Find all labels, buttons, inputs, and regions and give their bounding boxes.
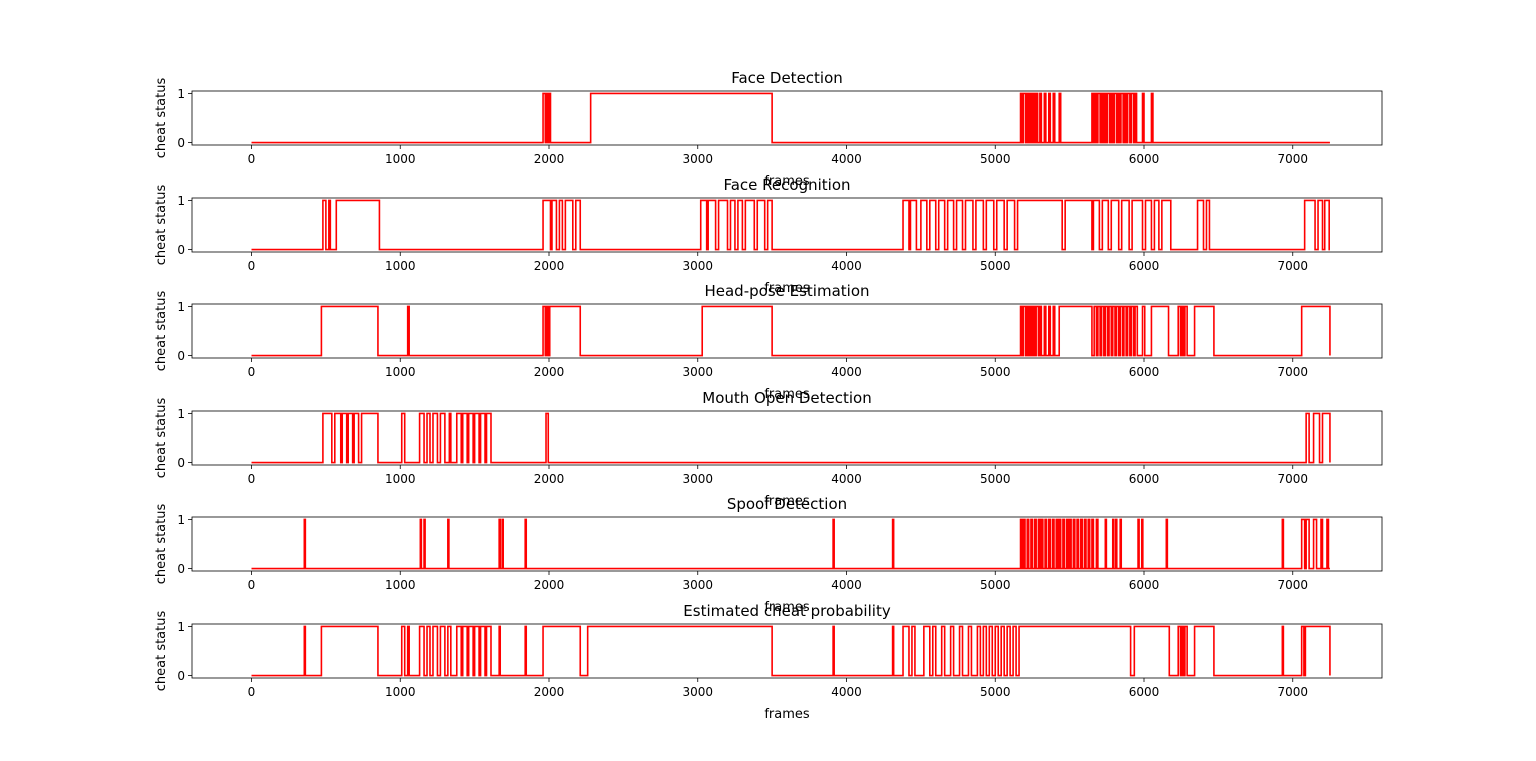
x-tick-label: 5000 bbox=[980, 259, 1011, 273]
x-tick-label: 0 bbox=[248, 152, 256, 166]
plot-frame bbox=[191, 623, 1383, 679]
x-tick-label: 3000 bbox=[682, 472, 713, 486]
y-axis-label: cheat status bbox=[154, 78, 169, 159]
y-tick-label: 1 bbox=[177, 194, 185, 208]
x-tick-label: 2000 bbox=[534, 472, 565, 486]
cheat-status-trace bbox=[251, 92, 1330, 144]
x-tick-label: 5000 bbox=[980, 578, 1011, 592]
y-tick-label: 1 bbox=[177, 300, 185, 314]
x-axis-label: frames bbox=[764, 494, 810, 509]
x-tick-label: 3000 bbox=[682, 578, 713, 592]
x-tick-label: 7000 bbox=[1277, 365, 1308, 379]
x-tick-label: 5000 bbox=[980, 472, 1011, 486]
x-tick-label: 2000 bbox=[534, 578, 565, 592]
x-tick-label: 1000 bbox=[385, 152, 416, 166]
y-tick-label: 0 bbox=[177, 243, 185, 257]
cheat-status-trace bbox=[251, 518, 1330, 570]
plot-frame bbox=[191, 303, 1383, 359]
subplot-2: 0 1000 2000 3000 4000 5000 6000 7000 0 1 Face Reco… bbox=[154, 176, 1383, 296]
x-tick-label: 7000 bbox=[1277, 472, 1308, 486]
y-axis-label: cheat status bbox=[154, 611, 169, 692]
x-tick-label: 1000 bbox=[385, 365, 416, 379]
cheat-status-trace bbox=[251, 412, 1331, 464]
y-tick-label: 1 bbox=[177, 87, 185, 101]
y-tick-label: 0 bbox=[177, 456, 185, 470]
y-axis-label: cheat status bbox=[154, 185, 169, 266]
subplot-3: 0 1000 2000 3000 4000 5000 6000 7000 0 1 Head-pose… bbox=[154, 282, 1383, 402]
x-tick-label: 3000 bbox=[682, 365, 713, 379]
subplot-title: Face Recognition bbox=[723, 176, 850, 194]
subplot-1: 0 1000 2000 3000 4000 5000 6000 7000 0 1 Face Dete… bbox=[154, 69, 1383, 189]
subplot-title: Face Detection bbox=[731, 69, 843, 87]
x-tick-label: 7000 bbox=[1277, 259, 1308, 273]
y-tick-label: 0 bbox=[177, 669, 185, 683]
x-tick-label: 3000 bbox=[682, 685, 713, 699]
x-tick-label: 4000 bbox=[831, 259, 862, 273]
x-tick-label: 7000 bbox=[1277, 152, 1308, 166]
x-tick-label: 6000 bbox=[1129, 365, 1160, 379]
cheat-status-trace bbox=[251, 625, 1331, 677]
plot-frame bbox=[191, 516, 1383, 572]
x-axis-label: frames bbox=[764, 600, 810, 615]
x-tick-label: 6000 bbox=[1129, 472, 1160, 486]
subplot-title: Estimated cheat probability bbox=[683, 602, 891, 620]
plot-frame bbox=[191, 90, 1383, 146]
x-tick-label: 3000 bbox=[682, 152, 713, 166]
cheat-status-trace bbox=[251, 305, 1331, 357]
subplot-4: 0 1000 2000 3000 4000 5000 6000 7000 0 1 Mouth Ope… bbox=[154, 389, 1383, 509]
x-tick-label: 6000 bbox=[1129, 578, 1160, 592]
x-tick-label: 0 bbox=[248, 685, 256, 699]
subplot-6: 0 1000 2000 3000 4000 5000 6000 7000 0 1 Estimated… bbox=[154, 602, 1383, 722]
plot-frame bbox=[191, 197, 1383, 253]
x-axis-label: frames bbox=[764, 174, 810, 189]
y-tick-label: 0 bbox=[177, 562, 185, 576]
x-tick-label: 0 bbox=[248, 259, 256, 273]
y-tick-label: 0 bbox=[177, 349, 185, 363]
subplot-title: Spoof Detection bbox=[727, 495, 847, 513]
x-tick-label: 4000 bbox=[831, 472, 862, 486]
x-tick-label: 2000 bbox=[534, 685, 565, 699]
subplot-title: Head-pose Estimation bbox=[704, 282, 869, 300]
x-tick-label: 5000 bbox=[980, 685, 1011, 699]
x-tick-label: 0 bbox=[248, 472, 256, 486]
x-axis-label: frames bbox=[764, 387, 810, 402]
x-tick-label: 4000 bbox=[831, 685, 862, 699]
x-tick-label: 5000 bbox=[980, 365, 1011, 379]
x-axis-label: frames bbox=[764, 281, 810, 296]
x-tick-label: 7000 bbox=[1277, 578, 1308, 592]
x-tick-label: 2000 bbox=[534, 152, 565, 166]
subplot-5: 0 1000 2000 3000 4000 5000 6000 7000 0 1 Spoof Det… bbox=[154, 495, 1383, 615]
x-tick-label: 0 bbox=[248, 365, 256, 379]
x-tick-label: 2000 bbox=[534, 259, 565, 273]
y-axis-label: cheat status bbox=[154, 504, 169, 585]
y-axis-label: cheat status bbox=[154, 398, 169, 479]
x-tick-label: 4000 bbox=[831, 578, 862, 592]
x-tick-label: 5000 bbox=[980, 152, 1011, 166]
x-tick-label: 7000 bbox=[1277, 685, 1308, 699]
x-tick-label: 2000 bbox=[534, 365, 565, 379]
subplot-title: Mouth Open Detection bbox=[702, 389, 871, 407]
x-tick-label: 1000 bbox=[385, 578, 416, 592]
x-tick-label: 6000 bbox=[1129, 685, 1160, 699]
x-axis-label: frames bbox=[764, 707, 810, 722]
plot-frame bbox=[191, 410, 1383, 466]
y-axis-label: cheat status bbox=[154, 291, 169, 372]
x-tick-label: 6000 bbox=[1129, 259, 1160, 273]
y-tick-label: 0 bbox=[177, 136, 185, 150]
x-tick-label: 3000 bbox=[682, 259, 713, 273]
x-tick-label: 4000 bbox=[831, 152, 862, 166]
x-tick-label: 1000 bbox=[385, 685, 416, 699]
x-tick-label: 1000 bbox=[385, 259, 416, 273]
y-tick-label: 1 bbox=[177, 407, 185, 421]
x-tick-label: 0 bbox=[248, 578, 256, 592]
y-tick-label: 1 bbox=[177, 620, 185, 634]
x-tick-label: 6000 bbox=[1129, 152, 1160, 166]
cheat-status-trace bbox=[251, 199, 1330, 251]
x-tick-label: 4000 bbox=[831, 365, 862, 379]
y-tick-label: 1 bbox=[177, 513, 185, 527]
x-tick-label: 1000 bbox=[385, 472, 416, 486]
